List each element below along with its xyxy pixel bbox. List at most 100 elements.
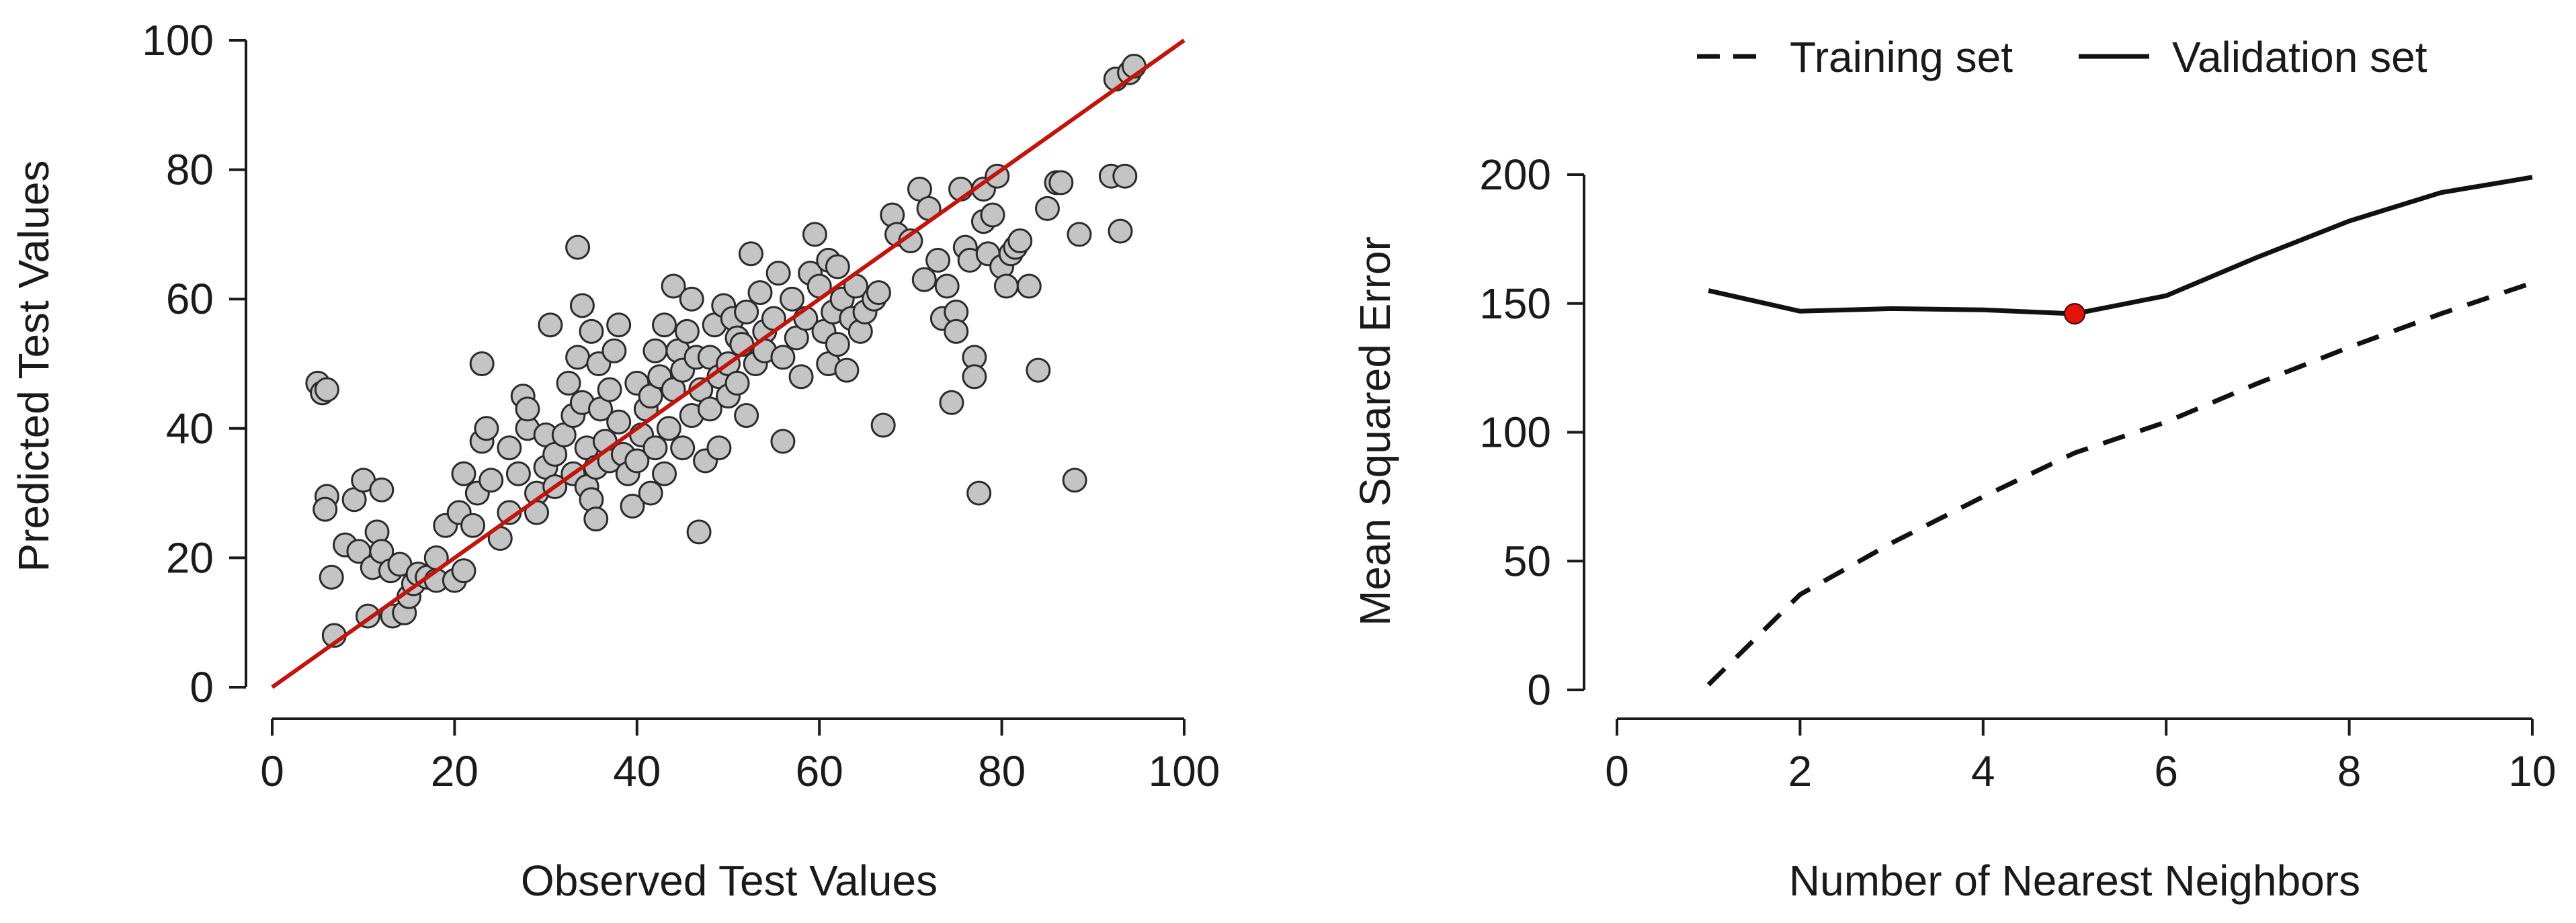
scatter-point xyxy=(642,338,668,363)
scatter-point xyxy=(944,318,969,344)
scatter-point xyxy=(674,318,700,344)
scatter-point xyxy=(652,461,677,486)
y-tick-label: 200 xyxy=(1479,150,1551,199)
scatter-point xyxy=(569,293,595,318)
scatter-point xyxy=(980,202,1005,228)
x-tick-label: 2 xyxy=(1788,747,1813,795)
scatter-point xyxy=(314,377,339,402)
scatter-point xyxy=(474,416,499,441)
line-x-axis-title: Number of Nearest Neighbors xyxy=(1789,856,2360,905)
scatter-point xyxy=(866,280,891,306)
scatter-point xyxy=(1112,163,1138,189)
scatter-point xyxy=(697,396,722,422)
y-tick-label: 100 xyxy=(142,16,214,64)
x-tick-label: 80 xyxy=(978,747,1026,795)
scatter-point xyxy=(565,345,591,370)
legend-training-label: Training set xyxy=(1790,33,2013,81)
scatter-point xyxy=(624,448,650,474)
scatter-point xyxy=(451,461,476,486)
scatter-point xyxy=(1048,170,1074,195)
scatter-point xyxy=(319,564,344,590)
x-tick-label: 6 xyxy=(2154,747,2178,795)
x-tick-label: 60 xyxy=(796,747,843,795)
scatter-point xyxy=(583,507,609,532)
line-y-ticks: 0 50 100 150 200 xyxy=(1479,150,1584,714)
scatter-point xyxy=(802,222,827,247)
scatter-point xyxy=(765,261,791,286)
scatter-point xyxy=(606,312,632,338)
scatter-point xyxy=(670,435,696,461)
scatter-point xyxy=(939,390,964,415)
y-tick-label: 0 xyxy=(1527,666,1551,714)
scatter-point xyxy=(679,286,704,312)
scatter-point xyxy=(642,435,668,461)
line-panel: 0 2 4 6 8 10 0 50 100 150 200 Number of Nearest N… xyxy=(1351,33,2557,905)
scatter-point xyxy=(834,357,860,383)
scatter-point xyxy=(515,396,540,422)
scatter-point xyxy=(724,370,750,396)
scatter-point xyxy=(460,513,486,538)
x-tick-label: 20 xyxy=(431,747,479,795)
scatter-point xyxy=(747,280,773,306)
scatter-point xyxy=(652,312,677,338)
scatter-point xyxy=(638,480,663,506)
scatter-y-ticks: 0 20 40 60 80 100 xyxy=(142,16,246,711)
scatter-point xyxy=(779,286,804,312)
scatter-point xyxy=(601,338,627,363)
y-tick-label: 100 xyxy=(1479,408,1551,457)
scatter-point xyxy=(1062,468,1087,493)
y-tick-label: 150 xyxy=(1479,279,1551,328)
legend-validation-label: Validation set xyxy=(2172,33,2427,81)
scatter-point xyxy=(870,412,896,438)
x-tick-label: 8 xyxy=(2337,747,2362,795)
scatter-point xyxy=(825,332,850,357)
y-tick-label: 0 xyxy=(190,663,214,711)
scatter-point xyxy=(597,377,622,402)
scatter-point xyxy=(661,273,686,299)
y-tick-label: 60 xyxy=(166,275,214,323)
scatter-point xyxy=(770,429,796,454)
training-set-line xyxy=(1706,280,2534,687)
scatter-point xyxy=(770,345,796,370)
x-tick-label: 0 xyxy=(1605,747,1629,795)
scatter-point xyxy=(686,519,712,545)
scatter-point xyxy=(706,435,732,461)
scatter-point xyxy=(734,403,759,429)
scatter-point xyxy=(1108,218,1133,244)
scatter-point xyxy=(469,351,495,376)
scatter-point xyxy=(369,477,394,502)
scatter-point xyxy=(313,496,338,522)
y-tick-label: 40 xyxy=(166,404,214,453)
scatter-point xyxy=(606,409,632,435)
scatter-point xyxy=(1034,195,1060,221)
scatter-point xyxy=(1007,228,1033,254)
line-y-axis-title: Mean Squared Error xyxy=(1351,236,1399,626)
x-tick-label: 0 xyxy=(260,747,284,795)
scatter-point xyxy=(734,299,759,324)
scatter-point xyxy=(497,435,522,461)
y-tick-label: 50 xyxy=(1503,537,1551,585)
scatter-point xyxy=(934,273,960,299)
scatter-point xyxy=(966,480,992,506)
scatter-y-axis-title: Predicted Test Values xyxy=(9,160,58,572)
scatter-point xyxy=(825,254,850,279)
scatter-x-axis-title: Observed Test Values xyxy=(521,856,938,905)
scatter-point xyxy=(538,312,563,338)
legend: Training set Validation set xyxy=(1697,33,2427,81)
scatter-point xyxy=(656,416,681,441)
scatter-points xyxy=(305,54,1147,648)
scatter-x-ticks: 0 20 40 60 80 100 xyxy=(260,719,1220,795)
scatter-point xyxy=(451,558,476,584)
x-tick-label: 10 xyxy=(2508,747,2556,795)
scatter-point xyxy=(505,461,531,486)
scatter-point xyxy=(788,364,814,390)
validation-set-line xyxy=(1708,175,2533,316)
scatter-point xyxy=(911,267,937,292)
scatter-point xyxy=(993,273,1019,299)
optimal-k-marker xyxy=(2064,303,2085,325)
scatter-point xyxy=(565,234,591,260)
y-tick-label: 80 xyxy=(166,146,214,194)
scatter-point xyxy=(479,468,504,493)
scatter-point xyxy=(1067,222,1092,247)
